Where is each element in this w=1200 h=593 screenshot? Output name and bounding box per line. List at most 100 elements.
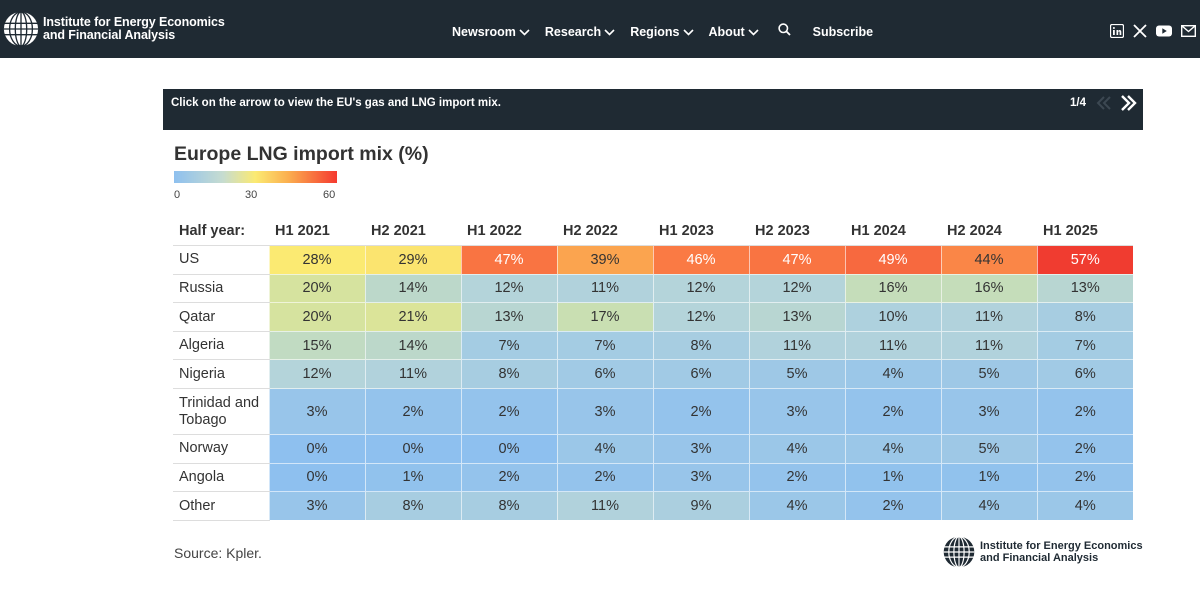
heatmap-cell: 4% [748,434,845,464]
main-nav: Newsroom Research Regions About Subscrib… [452,23,873,41]
column-header: H1 2023 [653,217,749,247]
prev-slide-button[interactable] [1095,95,1113,116]
heatmap-cell: 16% [844,274,941,304]
heatmap-cell: 7% [460,331,557,361]
heatmap-cell: 11% [844,331,941,361]
youtube-link[interactable] [1156,25,1172,37]
subscribe-link[interactable]: Subscribe [812,25,874,39]
color-scale-legend [174,171,337,183]
source-note: Source: Kpler. [174,545,262,561]
heatmap-cell: 1% [844,463,941,493]
table-row: Qatar 20% 21% 13% 17% 12% 13% 10% 11% 8% [173,302,1133,332]
email-icon [1181,25,1196,37]
chevron-down-icon [604,28,615,36]
heatmap-cell: 2% [748,463,845,493]
footer-logo-line-2: and Financial Analysis [980,552,1099,564]
heatmap-cell: 2% [556,463,653,493]
x-icon [1133,24,1147,38]
heatmap-cell: 4% [1036,491,1133,521]
heatmap-cell: 12% [460,274,557,304]
column-header: H1 2021 [269,217,365,247]
heatmap-cell: 5% [940,359,1037,390]
next-slide-button[interactable] [1119,94,1137,117]
footer-logo: Institute for Energy Economics and Finan… [942,535,1143,569]
heatmap-cell: 13% [1036,274,1133,304]
heatmap-cell: 11% [556,274,653,304]
row-header-label: Half year: [173,217,269,247]
heatmap-cell: 5% [748,359,845,390]
heatmap-cell: 3% [652,434,749,464]
heatmap-cell: 8% [652,331,749,361]
heatmap-cell: 2% [1036,388,1133,436]
heatmap-cell: 9% [652,491,749,521]
row-label: Trinidad and Tobago [173,388,269,436]
heatmap-cell: 11% [748,331,845,361]
heatmap-cell: 1% [940,463,1037,493]
nav-about[interactable]: About [709,25,759,39]
heatmap-cell: 14% [364,331,461,361]
globe-logo-icon [943,536,975,568]
logo-line-2: and Financial Analysis [43,28,176,42]
heatmap-cell: 44% [940,245,1037,275]
globe-logo-icon [3,11,39,47]
heatmap-cell: 11% [556,491,653,521]
heatmap-cell: 1% [364,463,461,493]
heatmap-cell: 4% [940,491,1037,521]
table-body: US 28% 29% 47% 39% 46% 47% 49% 44% 57% Russia 20% 14… [173,245,1133,521]
lng-import-mix-table: Half year: H1 2021 H2 2021 H1 2022 H2 20… [173,217,1133,521]
heatmap-cell: 14% [364,274,461,304]
heatmap-cell: 11% [940,331,1037,361]
nav-regions[interactable]: Regions [630,25,694,39]
legend-min-label: 0 [174,189,181,201]
table-row: Norway 0% 0% 0% 4% 3% 4% 4% 5% 2% [173,434,1133,464]
row-label: Algeria [173,331,269,361]
nav-newsroom[interactable]: Newsroom [452,25,530,39]
heatmap-cell: 7% [1036,331,1133,361]
heatmap-cell: 49% [844,245,941,275]
row-label: Russia [173,274,269,304]
heatmap-cell: 29% [364,245,461,275]
heatmap-cell: 6% [1036,359,1133,390]
heatmap-cell: 2% [1036,434,1133,464]
chart-title: Europe LNG import mix (%) [174,143,429,165]
heatmap-cell: 11% [364,359,461,390]
heatmap-cell: 8% [364,491,461,521]
search-icon [777,23,791,36]
heatmap-cell: 46% [652,245,749,275]
top-nav-bar: Institute for Energy Economics and Finan… [0,0,1200,58]
site-logo[interactable]: Institute for Energy Economics and Finan… [2,10,225,48]
heatmap-cell: 3% [268,491,365,521]
linkedin-icon [1110,24,1124,38]
table-row: Nigeria 12% 11% 8% 6% 6% 5% 4% 5% 6% [173,359,1133,390]
legend-max-label: 60 [323,189,336,201]
x-link[interactable] [1133,24,1147,38]
heatmap-cell: 57% [1036,245,1133,275]
heatmap-cell: 12% [268,359,365,390]
heatmap-cell: 3% [940,388,1037,436]
heatmap-cell: 3% [268,388,365,436]
heatmap-cell: 16% [940,274,1037,304]
table-row: Trinidad and Tobago 3% 2% 2% 3% 2% 3% 2% 3% 2% [173,388,1133,436]
linkedin-link[interactable] [1110,24,1124,38]
search-button[interactable] [777,23,791,41]
nav-research[interactable]: Research [545,25,615,39]
slider-bar: Click on the arrow to view the EU's gas … [163,89,1143,130]
heatmap-cell: 13% [748,302,845,332]
double-chevron-right-icon [1121,95,1137,111]
row-label: Angola [173,463,269,493]
social-links [1101,24,1196,38]
heatmap-cell: 3% [748,388,845,436]
heatmap-cell: 47% [748,245,845,275]
heatmap-cell: 6% [556,359,653,390]
nav-newsroom-label: Newsroom [452,25,516,39]
heatmap-cell: 2% [460,463,557,493]
youtube-icon [1156,25,1172,37]
email-link[interactable] [1181,25,1196,37]
heatmap-cell: 2% [844,388,941,436]
heatmap-cell: 17% [556,302,653,332]
row-label: Qatar [173,302,269,332]
column-header: H1 2022 [461,217,557,247]
table-row: Russia 20% 14% 12% 11% 12% 12% 16% 16% 13% [173,274,1133,304]
heatmap-cell: 0% [460,434,557,464]
heatmap-cell: 0% [364,434,461,464]
